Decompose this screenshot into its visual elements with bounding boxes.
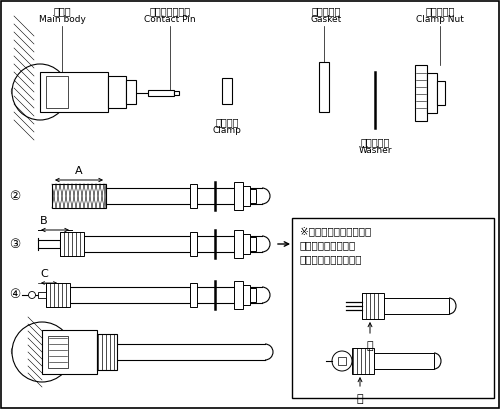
Bar xyxy=(243,234,250,254)
Bar xyxy=(250,288,256,302)
Bar xyxy=(243,186,250,206)
Text: ガスケット: ガスケット xyxy=(312,6,340,16)
Bar xyxy=(250,189,256,203)
Text: Contact Pin: Contact Pin xyxy=(144,15,196,24)
Circle shape xyxy=(332,351,352,371)
Text: Gasket: Gasket xyxy=(310,15,342,24)
Text: C: C xyxy=(40,269,48,279)
Bar xyxy=(126,80,136,104)
Text: ワッシャー: ワッシャー xyxy=(360,137,390,147)
Bar xyxy=(38,292,46,298)
Bar xyxy=(243,285,250,305)
Text: B: B xyxy=(40,216,48,226)
Bar xyxy=(48,336,68,368)
Text: 締付ナット: 締付ナット xyxy=(426,6,454,16)
Bar xyxy=(234,182,243,210)
Text: ⑤: ⑤ xyxy=(10,346,20,359)
Text: ③: ③ xyxy=(10,238,20,250)
Bar xyxy=(190,232,197,256)
Text: Main body: Main body xyxy=(38,15,86,24)
Bar xyxy=(174,91,179,95)
Circle shape xyxy=(12,322,72,382)
Text: Clamp: Clamp xyxy=(212,126,242,135)
Bar xyxy=(427,73,437,113)
Bar xyxy=(97,334,117,370)
Bar xyxy=(40,72,108,112)
Text: 箔: 箔 xyxy=(366,341,374,351)
Text: 箔: 箔 xyxy=(356,394,364,404)
Bar xyxy=(384,298,449,314)
Bar xyxy=(46,76,68,108)
Bar xyxy=(52,184,106,208)
Text: ①: ① xyxy=(10,85,20,99)
Bar xyxy=(108,76,126,108)
Bar xyxy=(222,78,232,104)
Text: 箔を短冊状に切って: 箔を短冊状に切って xyxy=(300,240,356,250)
Text: クランプ: クランプ xyxy=(215,117,239,127)
Text: ②: ② xyxy=(10,189,20,202)
Bar xyxy=(60,232,84,256)
Text: A: A xyxy=(75,166,83,176)
Bar xyxy=(352,348,374,374)
Bar xyxy=(362,293,384,319)
Bar xyxy=(234,281,243,309)
Text: ④: ④ xyxy=(10,288,20,301)
Bar xyxy=(234,230,243,258)
Text: シェル: シェル xyxy=(53,6,71,16)
Text: 折り返し、撒でつける: 折り返し、撒でつける xyxy=(300,254,362,264)
Text: ※箔付きケーブルの場合: ※箔付きケーブルの場合 xyxy=(300,226,371,236)
Text: Clamp Nut: Clamp Nut xyxy=(416,15,464,24)
Bar xyxy=(42,330,97,374)
Bar xyxy=(319,62,329,112)
Bar xyxy=(437,81,445,105)
Bar xyxy=(190,184,197,208)
Bar xyxy=(415,65,427,121)
Bar xyxy=(338,357,346,365)
Bar xyxy=(374,353,434,369)
Text: Washer: Washer xyxy=(358,146,392,155)
Bar xyxy=(190,283,197,307)
Circle shape xyxy=(12,64,68,120)
Text: 中心コンタクト: 中心コンタクト xyxy=(150,6,190,16)
Bar xyxy=(148,90,174,96)
Bar xyxy=(292,218,494,398)
Bar xyxy=(46,283,70,307)
Bar xyxy=(250,237,256,251)
Circle shape xyxy=(28,292,35,299)
